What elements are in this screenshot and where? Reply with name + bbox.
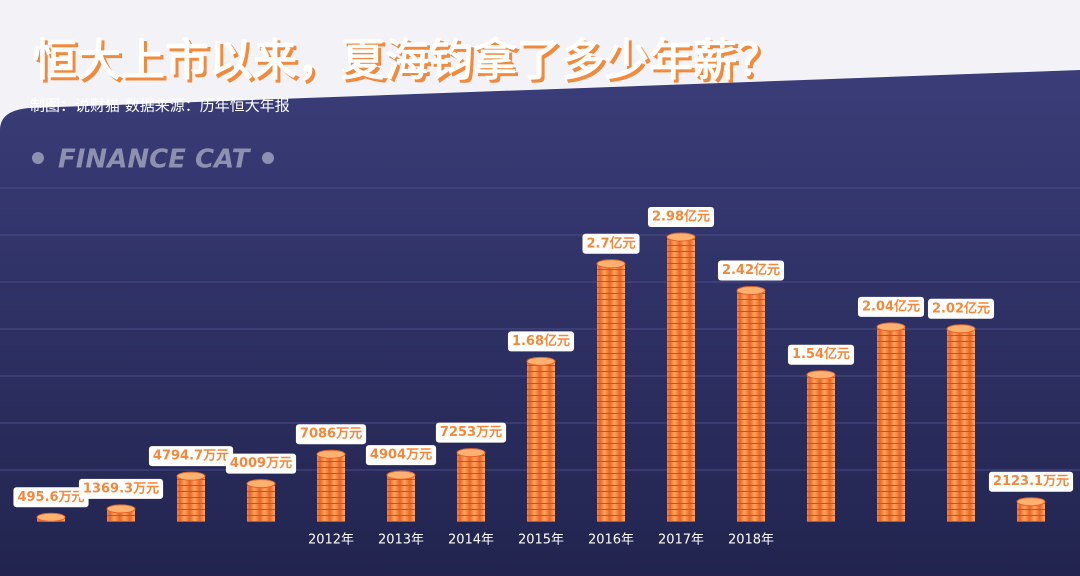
coin-top [246, 479, 276, 489]
coin-top [946, 324, 976, 334]
coin-top [806, 370, 836, 380]
value-label-box [582, 233, 640, 254]
x-tick-label: 2018年 [728, 533, 774, 548]
value-label-group: 2.04亿元 [857, 296, 925, 317]
value-label-box [295, 424, 367, 445]
value-label: 1369.3万元 [83, 481, 159, 496]
chart-title: 恒大上市以来，夏海钧拿了多少年薪？ [33, 35, 781, 86]
value-label-group: 7253万元 [435, 422, 507, 443]
value-label: 2.02亿元 [932, 300, 990, 316]
value-label-box [507, 331, 575, 352]
value-label: 2123.1万元 [993, 474, 1069, 489]
value-label: 7253万元 [440, 425, 502, 440]
subtitle: 制图：说财猫 数据来源：历年恒大年报 [30, 97, 290, 115]
bar [387, 475, 415, 522]
bar [597, 263, 625, 522]
paw-icon [262, 152, 274, 164]
bar [527, 361, 555, 522]
value-label-box [13, 487, 89, 508]
value-label-group: 7086万元 [295, 424, 367, 445]
value-label-group: 495.6万元 [13, 487, 89, 508]
bar [177, 476, 205, 522]
value-label-group: 2.98亿元 [647, 207, 715, 227]
coin-top [456, 448, 486, 458]
value-label: 4009万元 [230, 456, 292, 471]
coin-top [36, 512, 66, 522]
value-label: 1.68亿元 [512, 333, 570, 349]
coin-top [736, 286, 766, 296]
coin-top [106, 504, 136, 514]
coin-top [596, 259, 626, 269]
bar [1017, 501, 1045, 522]
value-label: 2.42亿元 [722, 262, 780, 278]
bar [877, 326, 905, 522]
value-label-group: 2.7亿元 [582, 233, 640, 254]
value-label-group: 1.68亿元 [507, 331, 575, 352]
value-label-box [787, 344, 855, 365]
value-label-box [365, 445, 437, 466]
x-tick-label: 2017年 [658, 533, 704, 548]
value-label-group: 2.02亿元 [927, 298, 995, 319]
value-label: 2.04亿元 [862, 298, 920, 314]
value-label-box [988, 471, 1074, 492]
x-tick-label: 2015年 [518, 533, 564, 548]
value-label-box [225, 453, 297, 474]
bar [667, 237, 695, 522]
watermark: FINANCE CAT [58, 145, 252, 175]
coin-top [316, 449, 346, 459]
value-label: 4794.7万元 [153, 449, 229, 464]
value-label-group: 1369.3万元 [78, 478, 164, 499]
bar [247, 483, 275, 522]
coin-top [876, 322, 906, 332]
value-label: 7086万元 [300, 427, 362, 442]
value-label-box [435, 422, 507, 443]
x-tick-label: 2016年 [588, 533, 634, 548]
x-tick-label: 2014年 [448, 533, 494, 548]
title-shadow: 恒大上市以来，夏海钧拿了多少年薪？ [36, 38, 784, 89]
value-label: 2.98亿元 [652, 209, 710, 225]
paw-icon [32, 152, 44, 164]
value-label-group: 4794.7万元 [148, 446, 234, 467]
x-tick-label: 2013年 [378, 533, 424, 548]
value-label-box [647, 207, 715, 227]
value-label-box [78, 478, 164, 499]
value-label: 1.54亿元 [792, 346, 850, 362]
x-tick-label: 2012年 [308, 533, 354, 548]
value-label: 4904万元 [370, 448, 432, 463]
value-label: 495.6万元 [17, 490, 84, 505]
coin-top [176, 471, 206, 481]
coin-top [1016, 497, 1046, 507]
bar [737, 290, 765, 522]
coin-top [666, 232, 696, 242]
coin-top [526, 356, 556, 366]
value-label-group: 1.54亿元 [787, 344, 855, 365]
value-label-group: 4009万元 [225, 453, 297, 474]
value-label-box [857, 296, 925, 317]
value-label-group: 2.42亿元 [717, 260, 785, 281]
value-label-box [717, 260, 785, 281]
value-label: 2.7亿元 [586, 235, 635, 251]
bar [807, 374, 835, 522]
value-label-box [148, 446, 234, 467]
bar [457, 452, 485, 522]
coin-top [386, 470, 416, 480]
bar [317, 454, 345, 522]
bar [947, 328, 975, 522]
value-label-group: 4904万元 [365, 445, 437, 466]
value-label-group: 2123.1万元 [988, 471, 1074, 492]
value-label-box [927, 298, 995, 319]
